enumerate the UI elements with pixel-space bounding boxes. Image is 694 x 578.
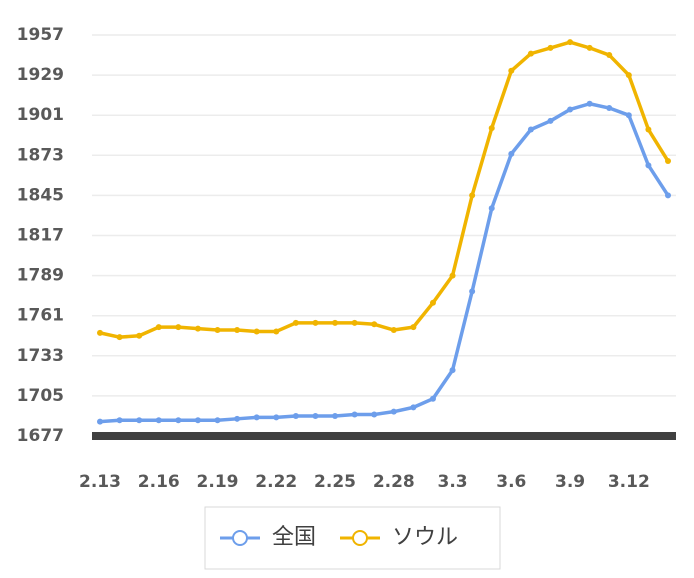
x-tick-label: 3.3 (437, 472, 467, 492)
data-point (371, 411, 378, 418)
legend-marker (232, 530, 248, 546)
data-point (606, 105, 613, 112)
data-point (351, 319, 358, 326)
data-point (547, 44, 554, 51)
y-tick-label: 1733 (17, 346, 64, 366)
data-point (469, 192, 476, 199)
y-tick-label: 1677 (17, 426, 64, 446)
x-tick-label: 2.28 (373, 472, 415, 492)
x-tick-label: 2.22 (255, 472, 297, 492)
y-tick-label: 1761 (17, 306, 64, 326)
data-point (665, 158, 671, 165)
data-point (665, 192, 671, 199)
data-point (175, 324, 182, 331)
y-tick-label: 1873 (17, 145, 64, 165)
y-tick-label: 1705 (17, 386, 64, 406)
data-point (292, 412, 299, 419)
data-point (332, 412, 339, 419)
x-tick-label: 2.19 (197, 472, 239, 492)
series-line (99, 101, 670, 424)
data-point (234, 415, 241, 422)
data-point (116, 417, 123, 424)
data-point (508, 150, 515, 157)
data-point (97, 418, 103, 425)
data-point (469, 288, 476, 295)
data-point (351, 411, 358, 418)
x-tick-label: 2.16 (138, 472, 180, 492)
data-point (194, 325, 201, 332)
data-point (410, 324, 417, 331)
data-point (273, 328, 280, 335)
y-tick-label: 1845 (17, 185, 64, 205)
data-point (645, 162, 652, 169)
data-point (234, 327, 241, 334)
data-point (645, 126, 652, 133)
data-point (214, 327, 221, 334)
legend-label: ソウル (392, 525, 458, 550)
data-point (547, 117, 554, 124)
data-point (292, 319, 299, 326)
data-point (155, 417, 162, 424)
data-point (312, 412, 319, 419)
y-tick-label: 1817 (17, 226, 64, 246)
y-tick-label: 1901 (17, 105, 64, 125)
data-point (214, 417, 221, 424)
data-point (606, 52, 613, 59)
x-tick-label: 2.25 (314, 472, 356, 492)
data-point (625, 112, 632, 119)
data-point (508, 67, 515, 74)
data-point (390, 327, 397, 334)
data-point (155, 324, 162, 331)
x-tick-label: 2.13 (79, 472, 121, 492)
data-point (625, 72, 632, 79)
data-point (253, 414, 260, 421)
data-point (429, 395, 436, 402)
data-point (312, 319, 319, 326)
data-point (488, 125, 495, 132)
legend-marker (352, 530, 368, 546)
data-point (97, 329, 103, 336)
data-point (136, 417, 143, 424)
data-point (429, 299, 436, 306)
data-point (273, 414, 280, 421)
data-point (586, 100, 593, 107)
data-point (567, 106, 574, 113)
data-point (586, 44, 593, 51)
data-point (449, 272, 456, 279)
data-point (136, 332, 143, 339)
data-point (116, 334, 123, 341)
x-tick-label: 3.6 (496, 472, 526, 492)
data-point (253, 328, 260, 335)
data-point (449, 367, 456, 374)
data-point (194, 417, 201, 424)
data-point (175, 417, 182, 424)
y-tick-label: 1929 (17, 65, 64, 85)
data-point (527, 126, 534, 133)
x-tick-label: 3.9 (555, 472, 585, 492)
data-point (527, 50, 534, 57)
y-tick-label: 1789 (17, 266, 64, 286)
data-point (567, 39, 574, 46)
series-line (99, 40, 670, 339)
legend-label: 全国 (272, 525, 316, 550)
x-tick-label: 3.12 (608, 472, 650, 492)
data-point (410, 404, 417, 411)
data-point (371, 321, 378, 328)
data-point (488, 205, 495, 212)
data-point (332, 319, 339, 326)
y-tick-label: 1957 (17, 25, 64, 45)
data-point (390, 408, 397, 415)
